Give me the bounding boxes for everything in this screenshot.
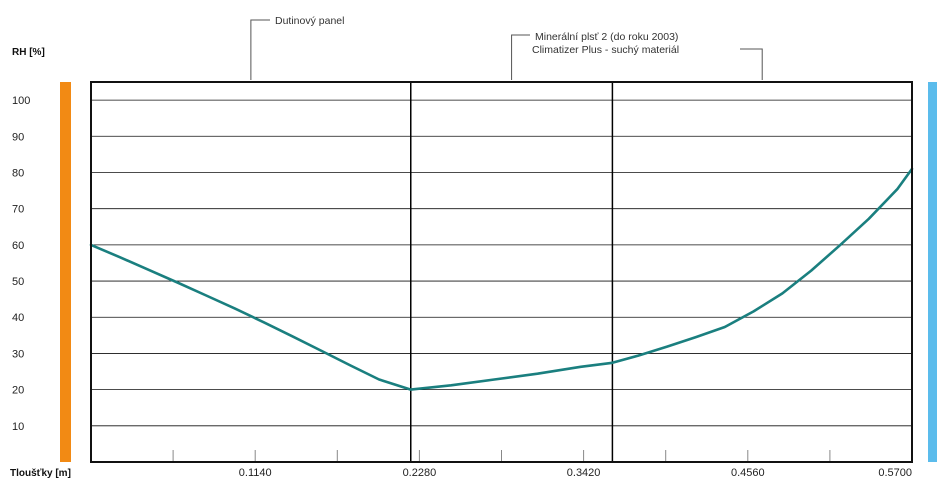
x-tick-label: 0.2280	[403, 467, 437, 479]
y-tick-label: 80	[12, 167, 24, 179]
y-tick-label: 70	[12, 204, 24, 216]
x-tick-label: 0.4560	[731, 467, 765, 479]
y-tick-label: 30	[12, 348, 24, 360]
right-boundary-bar	[928, 82, 937, 462]
x-tick-labels: 0.1140 0.2280 0.3420 0.4560 0.5700	[239, 467, 912, 479]
y-tick-label: 60	[12, 240, 24, 252]
y-tick-label: 90	[12, 131, 24, 143]
y-axis-title: RH [%]	[12, 47, 45, 58]
left-boundary-bar	[60, 82, 71, 462]
grid-layer	[91, 99, 912, 462]
callout-climatizer-plus	[740, 48, 763, 80]
y-tick-label: 40	[12, 312, 24, 324]
x-tick-label: 0.1140	[239, 467, 272, 479]
layer-label-mineralni-plst: Minerální plsť 2 (do roku 2003)	[535, 31, 678, 43]
y-tick-labels: 10 20 30 40 50 60 70 80 90 100	[12, 95, 30, 433]
x-tick-label: 0.5700	[878, 467, 912, 479]
callout-mineralni-plst	[511, 34, 530, 80]
y-tick-label: 20	[12, 385, 24, 397]
series-layer	[89, 167, 914, 391]
callout-dutinovy-panel	[250, 19, 270, 80]
layer-label-dutinovy-panel: Dutinový panel	[275, 15, 344, 27]
rh-series-line	[89, 167, 914, 391]
plot-frame	[90, 81, 913, 463]
layer-label-climatizer-plus: Climatizer Plus - suchý materiál	[532, 44, 679, 56]
y-tick-label: 10	[12, 421, 24, 433]
x-tick-label: 0.3420	[567, 467, 601, 479]
y-tick-label: 100	[12, 95, 30, 107]
layer-boundaries	[410, 82, 614, 462]
y-tick-label: 50	[12, 276, 24, 288]
layer-callouts	[250, 19, 763, 80]
x-axis-title: Tloušťky [m]	[10, 468, 71, 479]
